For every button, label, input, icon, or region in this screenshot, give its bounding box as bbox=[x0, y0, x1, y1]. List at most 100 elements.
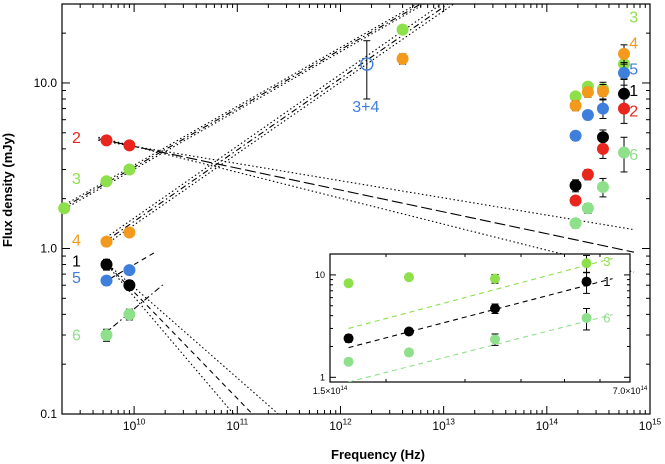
main-x-tick-label-0-base: 10 bbox=[123, 419, 137, 433]
main-point-6 bbox=[618, 47, 631, 60]
main-x-tick-label-5-exp: 15 bbox=[652, 418, 662, 427]
inset-point-3 bbox=[581, 312, 592, 323]
main-point-0 bbox=[360, 57, 374, 71]
main-series-label-8: 4 bbox=[629, 35, 638, 52]
inset-series-6 bbox=[343, 307, 592, 367]
inset-x-tick-label-0-exp: 14 bbox=[340, 385, 347, 392]
inset-point-3 bbox=[581, 276, 592, 287]
main-point-2 bbox=[569, 194, 582, 207]
main-fit-line-4 bbox=[102, 4, 454, 247]
x-axis-label: Frequency (Hz) bbox=[331, 447, 425, 462]
main-series-label-0: 2 bbox=[72, 130, 81, 147]
main-point-4 bbox=[596, 181, 609, 194]
main-point-5 bbox=[596, 85, 609, 98]
inset-x-tick-label-1-base: 7.0×10 bbox=[613, 386, 641, 396]
main-fit-line-8 bbox=[98, 136, 635, 273]
main-fit-line-10 bbox=[102, 282, 166, 336]
inset-point-0 bbox=[343, 278, 354, 289]
y-axis-label: Flux density (mJy) bbox=[0, 133, 15, 247]
main-x-tick-label-2-exp: 12 bbox=[343, 418, 353, 427]
main-x-tick-label-2: 1012 bbox=[329, 418, 352, 433]
main-point-1 bbox=[123, 226, 136, 239]
main-y-tick-label-0: 0.1 bbox=[40, 407, 57, 421]
main-series-5 bbox=[100, 61, 631, 287]
main-x-tick-label-5-base: 10 bbox=[639, 419, 653, 433]
main-point-0 bbox=[100, 134, 113, 147]
inset-point-3 bbox=[581, 258, 592, 269]
main-x-tick-label-0-exp: 10 bbox=[136, 418, 146, 427]
main-x-tick-label-1-exp: 11 bbox=[240, 418, 249, 427]
inset-x-tick-label-1-exp: 14 bbox=[640, 385, 647, 392]
main-y-tick-label-1: 1.0 bbox=[40, 242, 57, 256]
inset-fit-line-2 bbox=[348, 314, 613, 382]
inset-series-label-2: 6 bbox=[603, 310, 610, 325]
inset-frame bbox=[329, 253, 631, 383]
main-point-2 bbox=[569, 179, 582, 192]
main-point-3 bbox=[581, 202, 594, 215]
main-point-1 bbox=[123, 264, 136, 277]
main-series-label-10: 1 bbox=[629, 83, 638, 100]
main-x-tick-label-3-base: 10 bbox=[432, 419, 446, 433]
inset-point-2 bbox=[490, 273, 501, 284]
main-point-0 bbox=[100, 235, 113, 248]
main-x-tick-label-3: 1013 bbox=[432, 418, 455, 433]
main-x-tick-label-0: 1010 bbox=[123, 418, 146, 433]
main-point-0 bbox=[58, 202, 71, 215]
main-point-3 bbox=[581, 168, 594, 181]
main-series-3-plus-4 bbox=[360, 40, 374, 100]
main-series-label-1: 3 bbox=[72, 171, 81, 188]
main-point-4 bbox=[569, 90, 582, 103]
main-series-label-2: 4 bbox=[72, 232, 81, 249]
inset-series-1 bbox=[343, 271, 592, 344]
inset-fit-line-1 bbox=[348, 278, 613, 349]
inset-point-1 bbox=[403, 326, 414, 337]
inset-fit-line-0 bbox=[348, 257, 613, 329]
main-point-5 bbox=[618, 146, 631, 159]
main-point-2 bbox=[123, 163, 136, 176]
main-x-tick-label-3-exp: 13 bbox=[446, 418, 456, 427]
main-x-tick-label-2-base: 10 bbox=[329, 419, 343, 433]
main-point-0 bbox=[100, 329, 113, 342]
inset-x-tick-label-1: 7.0×1014 bbox=[613, 385, 648, 396]
inset-series-label-1: 1 bbox=[603, 274, 610, 289]
main-x-tick-label-5: 1015 bbox=[639, 418, 662, 433]
main-point-1 bbox=[123, 308, 136, 321]
inset-series-label-0: 3 bbox=[603, 254, 610, 269]
main-point-3 bbox=[569, 99, 582, 112]
main-fit-line-0 bbox=[62, 4, 422, 209]
main-x-tick-label-4: 1014 bbox=[536, 418, 559, 433]
main-point-4 bbox=[581, 86, 594, 99]
main-x-tick-label-1-base: 10 bbox=[226, 419, 240, 433]
main-series-label-5: 6 bbox=[72, 328, 81, 345]
main-point-0 bbox=[100, 258, 113, 271]
main-y-tick-label-2: 10.0 bbox=[34, 76, 58, 90]
main-point-2 bbox=[569, 217, 582, 230]
inset-x-tick-label-0: 1.5×1014 bbox=[313, 385, 348, 396]
main-point-5 bbox=[618, 102, 631, 115]
inset-point-2 bbox=[490, 334, 501, 345]
inset-y-tick-label-1: 10 bbox=[315, 270, 325, 280]
main-fit-line-6 bbox=[98, 138, 635, 253]
inset-x-tick-label-0-base: 1.5×10 bbox=[313, 386, 341, 396]
inset-point-1 bbox=[403, 347, 414, 358]
main-point-1 bbox=[100, 175, 113, 188]
main-series-6 bbox=[100, 136, 631, 342]
main-series-label-6: 3+4 bbox=[352, 99, 379, 116]
inset-point-1 bbox=[403, 272, 414, 283]
main-x-tick-label-4-base: 10 bbox=[536, 419, 550, 433]
main-point-3 bbox=[396, 23, 409, 36]
main-series-label-12: 6 bbox=[629, 147, 638, 164]
main-series-label-4: 5 bbox=[72, 270, 81, 287]
inset-point-0 bbox=[343, 333, 354, 344]
main-series-label-9: 5 bbox=[629, 61, 638, 78]
main-point-2 bbox=[569, 129, 582, 142]
main-series-4 bbox=[100, 44, 631, 248]
inset-point-0 bbox=[343, 356, 354, 367]
main-series-2 bbox=[100, 95, 631, 207]
main-point-1 bbox=[123, 279, 136, 292]
inset-fit-lines bbox=[348, 257, 613, 382]
main-point-2 bbox=[396, 52, 409, 65]
main-fit-line-12 bbox=[102, 259, 234, 414]
